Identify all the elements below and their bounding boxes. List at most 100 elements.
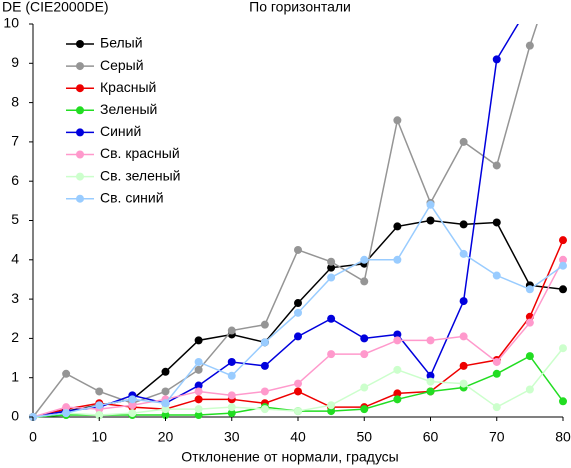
point (393, 255, 402, 264)
point (327, 263, 336, 272)
point (393, 395, 402, 404)
point (294, 332, 302, 341)
point (360, 383, 369, 392)
point (559, 397, 567, 406)
y-tick-label: 2 (11, 329, 19, 345)
point (161, 411, 170, 420)
legend-label: Серый (100, 57, 144, 73)
point (525, 352, 534, 361)
point (393, 389, 402, 398)
point (393, 222, 402, 231)
y-axis-label: DE (CIE2000DE) (2, 0, 109, 15)
point (161, 405, 170, 414)
point (525, 41, 534, 50)
x-tick-label: 20 (158, 429, 174, 445)
point (459, 332, 468, 341)
x-tick-label: 80 (555, 429, 571, 445)
point (393, 330, 402, 339)
plot-area (29, 0, 567, 421)
legend-marker (76, 172, 84, 181)
point (426, 200, 435, 209)
point (492, 369, 501, 378)
point (161, 367, 170, 376)
point (525, 385, 534, 394)
y-tick-label: 7 (11, 133, 19, 149)
point (459, 249, 468, 258)
x-tick-label: 10 (91, 429, 107, 445)
point (227, 357, 236, 366)
point (492, 161, 501, 170)
point (492, 403, 501, 412)
point (492, 271, 501, 280)
point (525, 318, 534, 327)
y-tick-label: 1 (11, 368, 19, 384)
legend-marker (76, 106, 84, 115)
point (294, 308, 302, 317)
point (559, 344, 567, 353)
point (559, 236, 567, 245)
point (459, 297, 468, 306)
y-tick-label: 5 (11, 211, 19, 227)
legend-marker (76, 194, 84, 203)
y-tick-label: 8 (11, 93, 19, 109)
legend-marker (76, 40, 84, 48)
point (128, 401, 137, 410)
point (194, 411, 203, 420)
point (294, 407, 302, 416)
x-tick-label: 70 (489, 429, 505, 445)
point (327, 273, 336, 282)
point (194, 381, 203, 390)
y-tick-label: 10 (3, 15, 19, 31)
point (360, 334, 369, 343)
legend-label: Белый (100, 35, 143, 51)
point (95, 411, 104, 420)
point (227, 371, 236, 380)
point (260, 338, 269, 347)
point (559, 285, 567, 294)
point (294, 299, 302, 308)
point (194, 357, 203, 366)
point (426, 216, 435, 225)
x-tick-label: 0 (29, 429, 37, 445)
point (459, 137, 468, 146)
legend-marker (76, 84, 84, 93)
point (161, 387, 170, 396)
point (95, 401, 104, 410)
point (227, 409, 236, 418)
point (360, 350, 369, 359)
point (62, 369, 71, 378)
y-tick-label: 6 (11, 172, 19, 188)
point (360, 277, 369, 286)
point (294, 387, 302, 396)
legend-label: Св. синий (100, 189, 164, 205)
x-tick-label: 40 (290, 429, 306, 445)
point (260, 387, 269, 396)
legend-label: Красный (100, 79, 156, 95)
point (526, 0, 534, 8)
point (559, 255, 567, 264)
point (194, 405, 203, 414)
legend-marker (76, 128, 84, 137)
legend-label: Зеленый (100, 101, 157, 117)
y-tick-label: 0 (11, 408, 19, 424)
point (459, 361, 468, 370)
legend-marker (76, 150, 84, 159)
legend-label: Св. зеленый (100, 167, 180, 183)
point (426, 371, 435, 380)
point (360, 405, 369, 414)
point (294, 245, 302, 254)
point (62, 409, 71, 418)
point (492, 357, 501, 366)
x-tick-label: 60 (423, 429, 439, 445)
point (327, 257, 336, 266)
legend-label: Св. красный (100, 145, 180, 161)
point (194, 387, 203, 396)
point (327, 401, 336, 410)
point (393, 116, 402, 125)
y-tick-label: 4 (11, 251, 19, 267)
point (360, 255, 369, 264)
point (260, 361, 269, 370)
chart-title: По горизонтали (249, 0, 351, 15)
legend-marker (76, 62, 84, 71)
